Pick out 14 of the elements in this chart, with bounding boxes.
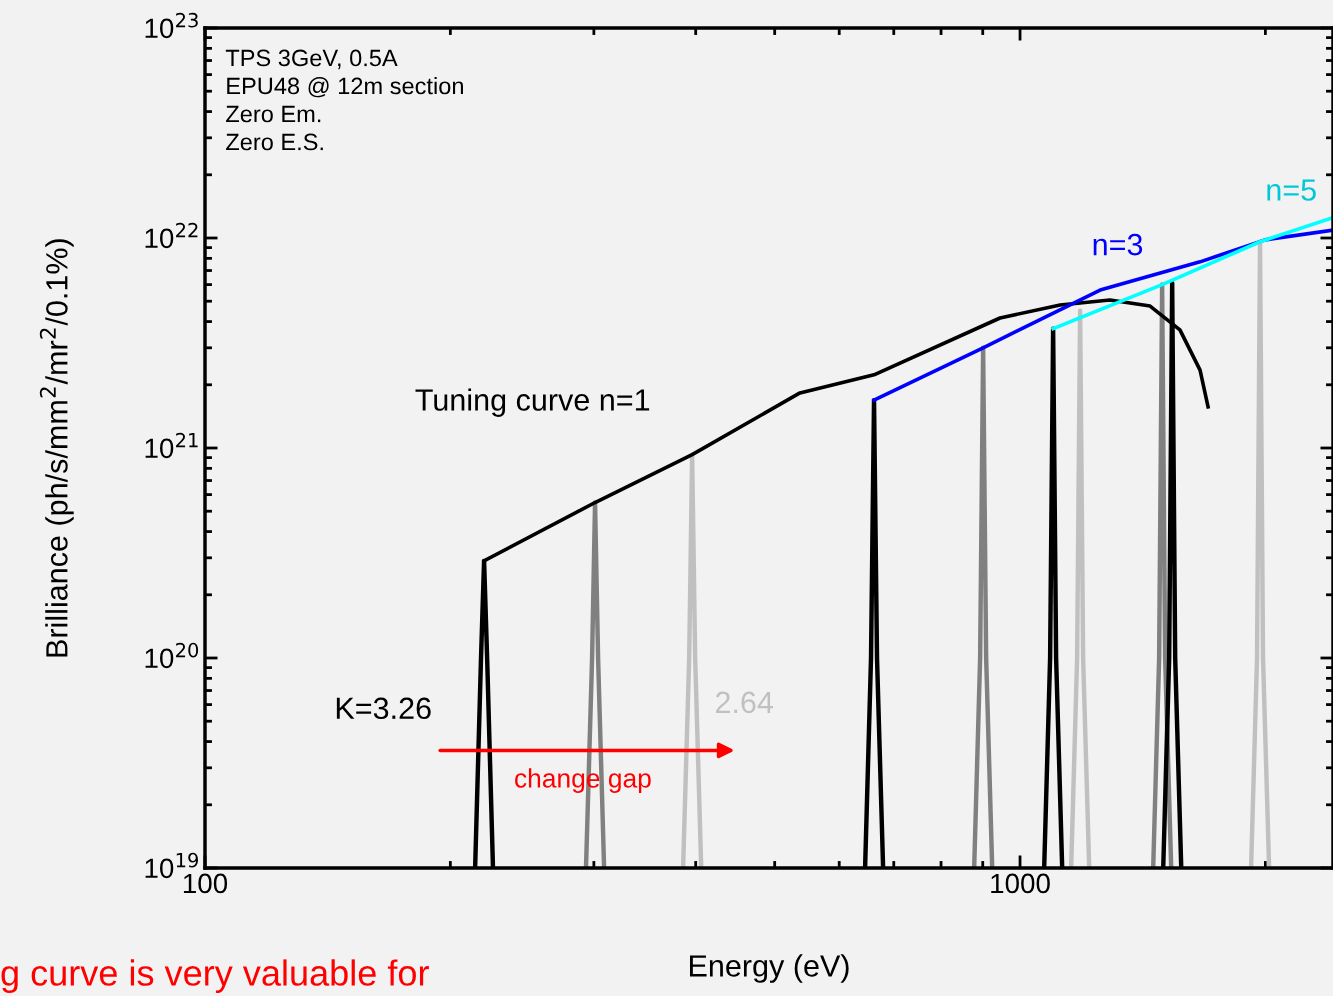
y-tick-label: 10$^{23}$ <box>145 12 198 39</box>
annotation: change gap <box>515 768 651 793</box>
annotation: Tuning curve n=1 <box>415 388 650 417</box>
y-tick-label: 10$^{21}$ <box>145 432 198 459</box>
annotation: n=5 <box>1267 179 1316 201</box>
annotation: TPS 3GeV, 0.5A EPU48 @ 12m section Zero Em. Zero E.S. <box>225 49 463 151</box>
y-tick-label: 10$^{20}$ <box>145 642 199 669</box>
annotation: n=3 <box>1093 233 1143 256</box>
annotation: K=3.26 <box>336 697 431 720</box>
x-axis-title: Energy (eV) <box>690 954 849 983</box>
y-axis-title: Brilliance (ph/s/mm$^{2}$/mr$^{2}$/0.1%) <box>39 239 74 657</box>
text: g curve is very valuable for <box>1 959 429 994</box>
x-tick-label: 1000 <box>991 873 1050 894</box>
y-tick-label: 10$^{22}$ <box>145 222 198 249</box>
